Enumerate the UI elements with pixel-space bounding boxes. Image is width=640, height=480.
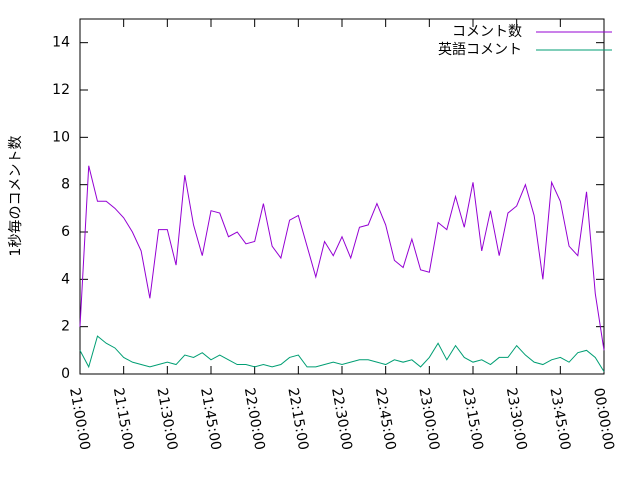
series-line xyxy=(79,165,605,351)
x-tick-label: 22:30:00 xyxy=(328,387,355,452)
x-tick-label: 21:00:00 xyxy=(66,387,93,452)
y-tick-label: 12 xyxy=(52,82,70,98)
x-tick-label: 22:15:00 xyxy=(284,387,311,452)
x-tick-label: 22:45:00 xyxy=(372,387,399,452)
y-tick-label: 6 xyxy=(61,224,70,240)
y-tick-label: 14 xyxy=(52,35,70,51)
y-tick-label: 10 xyxy=(52,129,70,145)
y-tick-label: 8 xyxy=(61,177,70,193)
y-tick-label: 4 xyxy=(61,271,70,287)
x-tick-label: 21:15:00 xyxy=(110,387,137,452)
x-tick-label: 23:30:00 xyxy=(503,387,530,452)
legend-label: 英語コメント xyxy=(438,41,522,58)
legend-label: コメント数 xyxy=(452,24,522,40)
x-tick-label: 23:45:00 xyxy=(546,387,573,452)
y-tick-label: 2 xyxy=(61,319,70,335)
y-tick-label: 0 xyxy=(61,366,70,382)
x-tick-label: 22:00:00 xyxy=(241,387,268,452)
x-tick-label: 21:30:00 xyxy=(153,387,180,452)
plot-frame xyxy=(79,18,605,375)
y-axis-label: 1秒毎のコメント数 xyxy=(8,136,24,257)
x-tick-label: 00:00:00 xyxy=(590,387,617,452)
x-tick-label: 21:45:00 xyxy=(197,387,224,452)
series-line xyxy=(79,335,605,372)
x-tick-label: 23:00:00 xyxy=(415,387,442,452)
x-tick-label: 23:15:00 xyxy=(459,387,486,452)
